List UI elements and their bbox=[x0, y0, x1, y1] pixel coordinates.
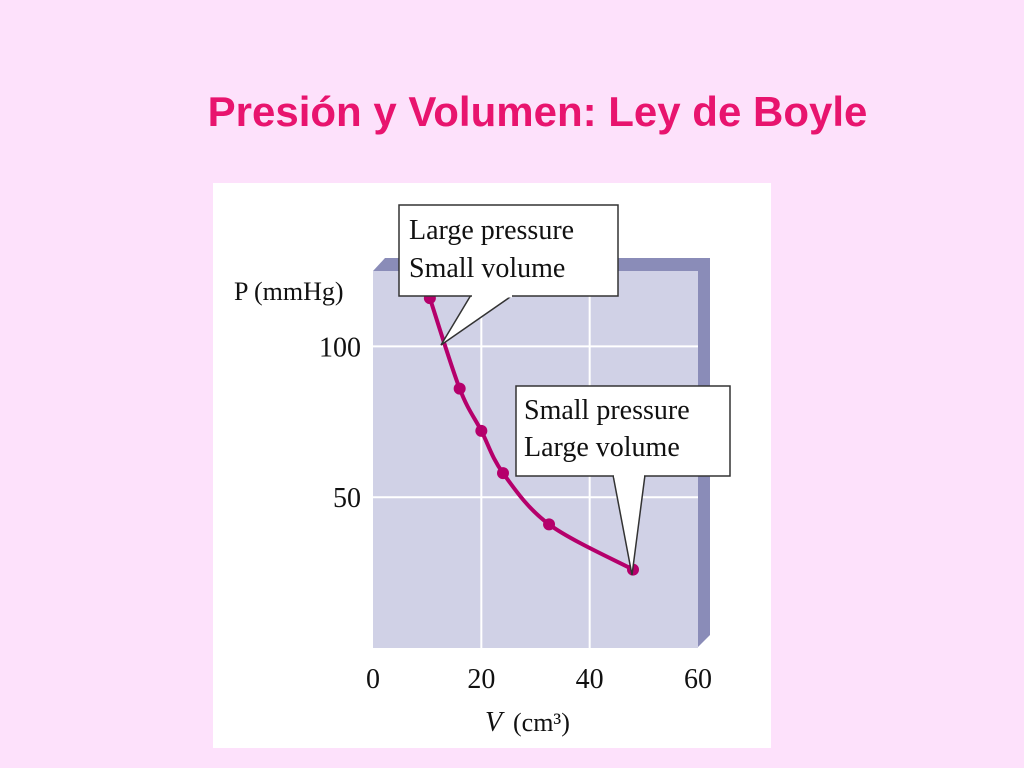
callout-large-pressure: Large pressure Small volume bbox=[398, 204, 619, 346]
x-tick-label: 40 bbox=[576, 664, 604, 695]
slide-title: Presión y Volumen: Ley de Boyle bbox=[207, 88, 868, 135]
y-axis-label: P (mmHg) bbox=[234, 277, 344, 306]
callout-text-line: Small pressure bbox=[524, 395, 690, 426]
callout-text-line: Small volume bbox=[409, 253, 565, 284]
x-axis-label: V bbox=[485, 707, 505, 738]
data-point bbox=[497, 467, 509, 480]
x-tick-labels: 0 20 40 60 bbox=[366, 664, 712, 695]
boyle-chart: 0 20 40 60 50 100 P (mmHg) V (cm³) Large pre… bbox=[234, 204, 731, 738]
data-point bbox=[475, 424, 488, 437]
callout-text-line: Large volume bbox=[524, 432, 680, 463]
y-tick-labels: 50 100 bbox=[319, 332, 361, 514]
callout-text-line: Large pressure bbox=[409, 215, 574, 246]
y-tick-label: 100 bbox=[319, 332, 361, 363]
data-point bbox=[453, 382, 466, 395]
chart-panel: 0 20 40 60 50 100 P (mmHg) V (cm³) Large pre… bbox=[213, 183, 771, 748]
callout-small-pressure: Small pressure Large volume bbox=[515, 385, 731, 576]
x-axis-unit: (cm³) bbox=[513, 708, 570, 737]
x-tick-label: 20 bbox=[467, 664, 495, 695]
y-tick-label: 50 bbox=[333, 483, 361, 514]
data-point bbox=[543, 518, 556, 531]
data-curve bbox=[427, 296, 635, 572]
x-tick-label: 0 bbox=[366, 664, 380, 695]
callout-box bbox=[398, 204, 619, 297]
x-tick-label: 60 bbox=[684, 664, 712, 695]
